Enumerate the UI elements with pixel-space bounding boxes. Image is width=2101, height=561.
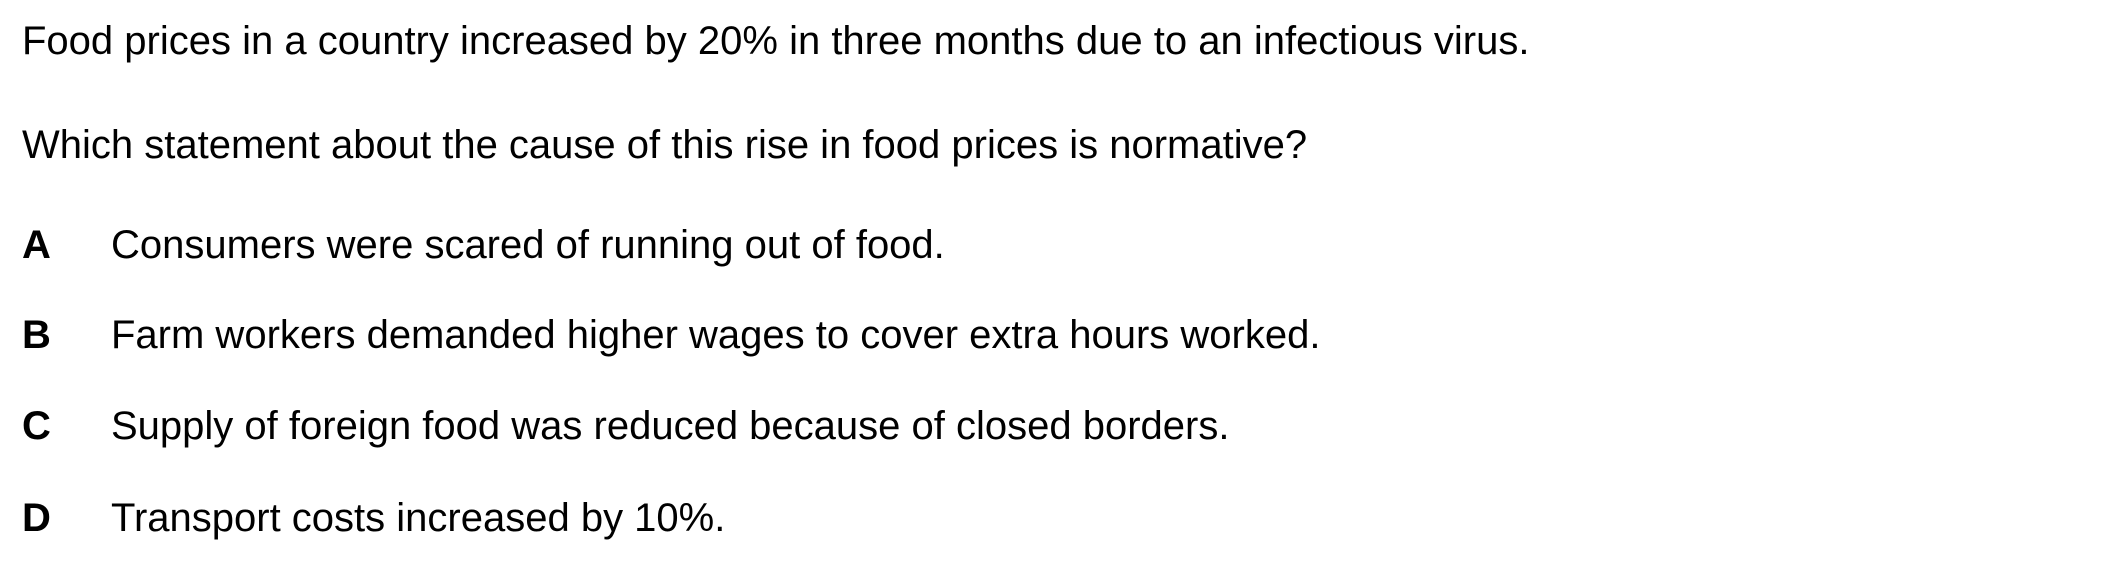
option-letter: A bbox=[22, 223, 51, 267]
option-c[interactable]: C Supply of foreign food was reduced bec… bbox=[0, 402, 2101, 450]
option-text: Consumers were scared of running out of … bbox=[111, 223, 945, 267]
option-text: Supply of foreign food was reduced becau… bbox=[111, 404, 1230, 448]
question-prompt: Which statement about the cause of this … bbox=[22, 123, 1308, 167]
option-text: Transport costs increased by 10%. bbox=[111, 496, 726, 540]
option-a[interactable]: A Consumers were scared of running out o… bbox=[0, 221, 2101, 269]
option-text: Farm workers demanded higher wages to co… bbox=[111, 313, 1321, 357]
option-d[interactable]: D Transport costs increased by 10%. bbox=[0, 494, 2101, 542]
option-b[interactable]: B Farm workers demanded higher wages to … bbox=[0, 311, 2101, 359]
option-letter: B bbox=[22, 313, 51, 357]
option-letter: C bbox=[22, 404, 51, 448]
option-letter: D bbox=[22, 496, 51, 540]
question-context: Food prices in a country increased by 20… bbox=[22, 19, 1530, 63]
